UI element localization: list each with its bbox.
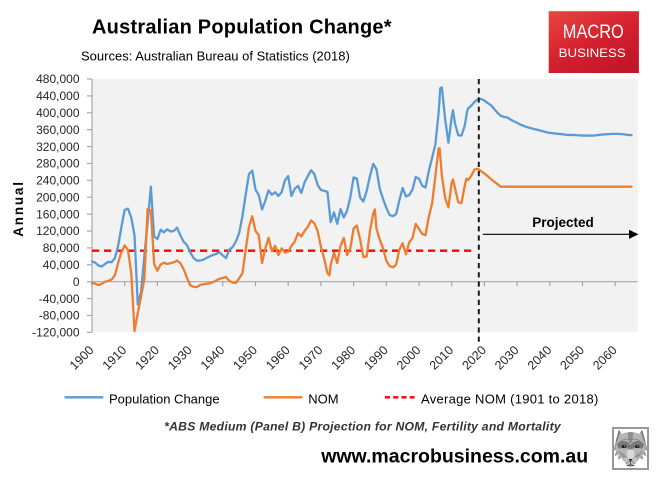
svg-text:NOM: NOM <box>308 391 338 406</box>
svg-text:40,000: 40,000 <box>43 258 80 272</box>
svg-text:Projected: Projected <box>532 215 594 230</box>
svg-text:*ABS Medium (Panel B) Projecti: *ABS Medium (Panel B) Projection for NOM… <box>164 420 562 434</box>
svg-text:MACRO: MACRO <box>563 22 624 43</box>
svg-text:240,000: 240,000 <box>36 174 80 188</box>
svg-text:Sources: Australian Bureau of: Sources: Australian Bureau of Statistics… <box>81 49 350 64</box>
svg-text:-40,000: -40,000 <box>39 292 80 306</box>
svg-text:400,000: 400,000 <box>36 106 80 120</box>
svg-text:120,000: 120,000 <box>36 224 80 238</box>
svg-text:-120,000: -120,000 <box>32 326 80 340</box>
svg-text:280,000: 280,000 <box>36 157 80 171</box>
svg-text:Australian Population Change*: Australian Population Change* <box>92 17 392 39</box>
svg-text:160,000: 160,000 <box>36 207 80 221</box>
svg-text:0: 0 <box>73 275 80 289</box>
svg-text:200,000: 200,000 <box>36 190 80 204</box>
svg-text:www.macrobusiness.com.au: www.macrobusiness.com.au <box>320 446 588 468</box>
svg-text:320,000: 320,000 <box>36 140 80 154</box>
svg-text:Population Change: Population Change <box>109 391 220 406</box>
svg-text:Annual: Annual <box>11 180 26 237</box>
svg-text:Average NOM (1901 to 2018): Average NOM (1901 to 2018) <box>421 391 599 406</box>
svg-text:-80,000: -80,000 <box>39 309 80 323</box>
svg-text:BUSINESS: BUSINESS <box>559 46 626 60</box>
svg-text:360,000: 360,000 <box>36 123 80 137</box>
svg-text:80,000: 80,000 <box>43 241 80 255</box>
svg-text:480,000: 480,000 <box>36 72 80 86</box>
svg-text:440,000: 440,000 <box>36 89 80 103</box>
